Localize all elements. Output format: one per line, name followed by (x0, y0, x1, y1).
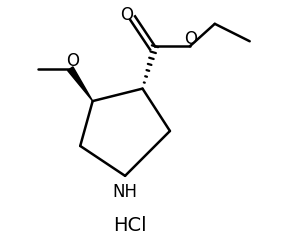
Text: HCl: HCl (113, 216, 147, 235)
Text: O: O (66, 52, 79, 70)
Polygon shape (68, 67, 93, 101)
Text: O: O (184, 30, 198, 48)
Text: NH: NH (112, 183, 138, 201)
Text: O: O (120, 6, 133, 24)
